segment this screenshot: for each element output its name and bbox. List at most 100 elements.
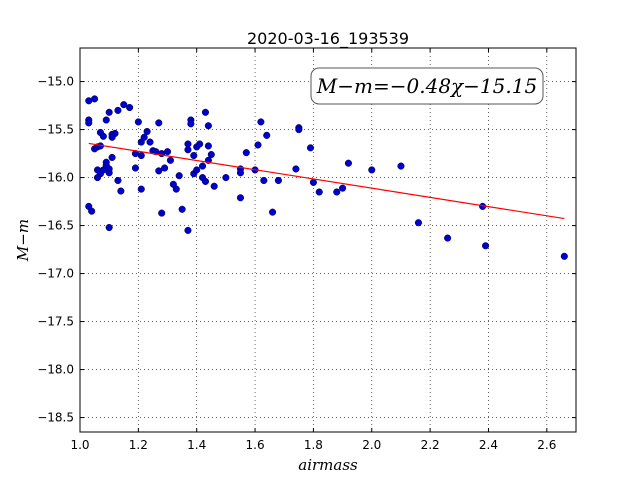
x-tick-label: 2.2 — [421, 438, 440, 452]
data-point — [172, 185, 180, 193]
data-point — [137, 151, 145, 160]
data-point — [114, 176, 122, 185]
data-point — [257, 118, 265, 126]
data-point — [274, 176, 282, 185]
data-point — [193, 166, 201, 174]
data-point — [146, 138, 154, 146]
data-point — [254, 141, 262, 149]
x-tick-labels: 1.0 1.2 1.4 1.6 1.8 2.0 2.2 2.4 2.6 — [70, 438, 556, 452]
data-point — [260, 176, 268, 185]
x-tick-label: 1.6 — [246, 438, 265, 452]
data-point — [306, 144, 315, 152]
data-point — [161, 164, 169, 172]
data-point — [201, 177, 210, 185]
y-axis-label: M−m — [14, 219, 32, 262]
data-point — [444, 234, 452, 242]
data-point — [397, 162, 405, 170]
data-point — [204, 142, 212, 150]
fit-line — [88, 142, 565, 220]
data-point — [560, 252, 568, 260]
chart-title: 2020-03-16_193539 — [247, 29, 409, 49]
x-tick-label: 2.6 — [537, 438, 556, 452]
data-point — [339, 184, 347, 192]
annotation-box — [310, 67, 544, 105]
data-point — [158, 209, 166, 217]
y-tick-label: −15.0 — [37, 75, 74, 89]
data-point — [482, 242, 490, 250]
data-point — [140, 133, 148, 141]
data-point — [114, 106, 122, 114]
grid-lines — [79, 48, 576, 432]
data-point — [102, 158, 110, 166]
y-tick-labels: −15.0 −15.5 −16.0 −16.5 −17.0 −17.5 −18.0 −18.5 — [37, 75, 74, 425]
x-tick-label: 2.4 — [479, 438, 498, 452]
y-tick-label: −16.0 — [37, 171, 74, 185]
data-point — [91, 95, 99, 103]
plot-area — [80, 48, 576, 432]
fit-annotation: M−m=−0.48χ−15.15 — [310, 67, 544, 105]
data-point — [105, 169, 113, 177]
data-point — [236, 169, 245, 177]
data-point — [414, 219, 422, 227]
data-point — [131, 164, 139, 172]
data-point — [99, 132, 107, 140]
data-point — [190, 151, 198, 160]
data-point — [196, 140, 204, 148]
data-point — [207, 151, 215, 159]
data-point — [93, 174, 102, 182]
data-point — [85, 119, 93, 127]
x-tick-label: 1.0 — [70, 438, 89, 452]
data-point — [292, 165, 300, 173]
data-point — [269, 208, 277, 216]
x-tick-label: 1.2 — [129, 438, 148, 452]
data-point — [236, 194, 245, 202]
data-point — [163, 148, 172, 156]
x-tick-label: 1.4 — [187, 438, 206, 452]
x-tick-label: 2.0 — [362, 438, 381, 452]
data-point — [309, 178, 317, 186]
x-tick-label: 1.8 — [304, 438, 323, 452]
data-point — [295, 126, 303, 134]
y-tick-label: −17.5 — [37, 315, 74, 329]
data-point — [143, 127, 151, 136]
data-point — [178, 205, 186, 213]
annotation-text: M−m=−0.48χ−15.15 — [316, 74, 537, 98]
data-point — [155, 167, 163, 175]
axis-ticks — [79, 48, 576, 432]
data-point — [315, 188, 323, 196]
data-point — [117, 187, 125, 195]
data-point — [222, 174, 230, 182]
data-point — [88, 207, 96, 215]
data-point — [105, 223, 113, 232]
data-point — [263, 131, 271, 139]
data-point — [210, 182, 218, 190]
y-tick-label: −16.5 — [37, 219, 74, 233]
y-tick-label: −18.5 — [37, 411, 74, 425]
data-point — [184, 140, 192, 148]
data-point — [111, 129, 119, 137]
data-point — [166, 156, 174, 164]
data-point — [184, 226, 192, 234]
y-tick-label: −15.5 — [37, 123, 74, 137]
data-point — [102, 116, 110, 124]
data-point — [155, 119, 163, 127]
data-point — [126, 103, 134, 112]
data-point — [137, 185, 145, 193]
data-point — [204, 122, 212, 130]
data-point — [187, 120, 195, 128]
y-tick-label: −17.0 — [37, 267, 74, 281]
data-point — [242, 149, 250, 157]
x-axis-label: airmass — [298, 456, 358, 474]
data-point — [105, 108, 113, 116]
data-point — [368, 166, 376, 174]
data-point — [201, 108, 210, 116]
data-point — [198, 162, 207, 170]
plot-frame — [79, 47, 577, 433]
data-point — [134, 118, 142, 126]
data-point — [333, 188, 341, 196]
data-point — [108, 153, 116, 161]
data-point — [344, 159, 352, 167]
data-point — [175, 172, 183, 180]
y-tick-label: −18.0 — [37, 363, 74, 377]
